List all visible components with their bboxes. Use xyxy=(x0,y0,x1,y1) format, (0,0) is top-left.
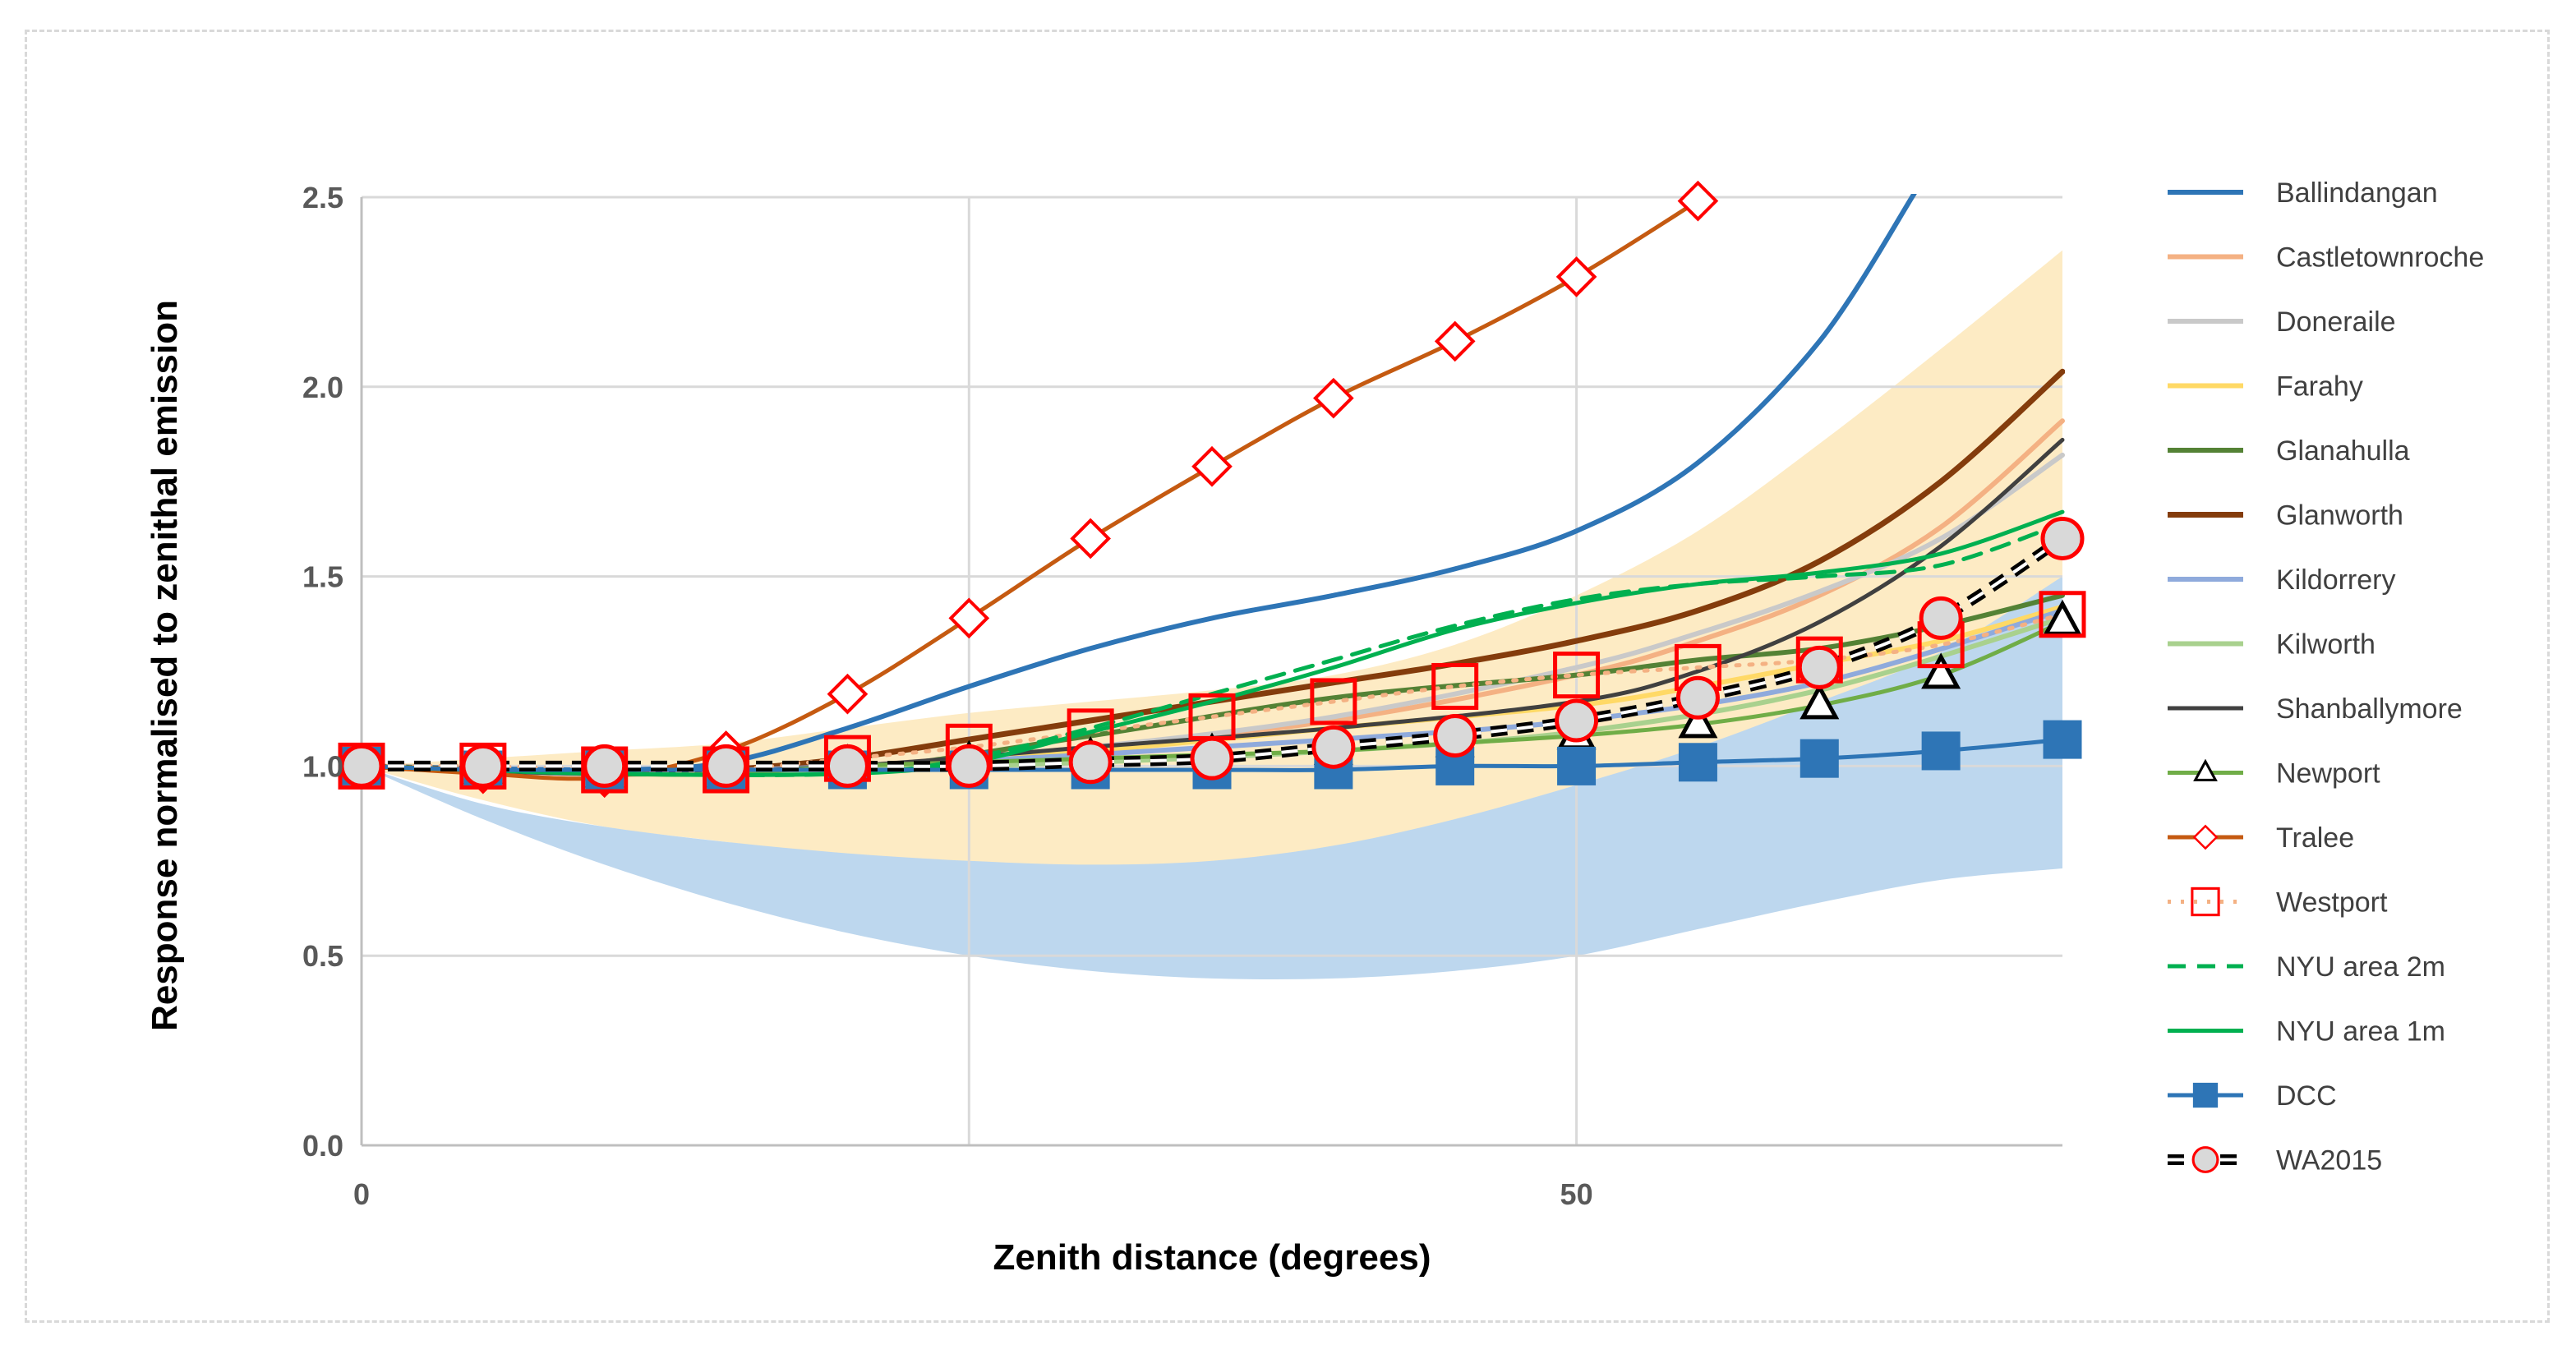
legend-item-shanballymore: Shanballymore xyxy=(2168,693,2463,725)
x-tick-label: 0 xyxy=(353,1177,370,1211)
marker-westport xyxy=(2039,591,2086,638)
marker-tralee xyxy=(1191,445,1233,487)
legend-item-dcc: DCC xyxy=(2168,1080,2337,1112)
legend-label: Glanworth xyxy=(2276,500,2403,532)
marker-wa2015 xyxy=(2040,516,2085,560)
blue-band xyxy=(362,576,2062,980)
series-line-nyu-area-1m xyxy=(360,509,2065,777)
y-tick-label: 0.0 xyxy=(302,1129,343,1163)
marker-tralee xyxy=(827,673,869,715)
y-tick-label: 0.5 xyxy=(302,939,343,973)
legend-item-kilworth: Kilworth xyxy=(2168,629,2376,661)
marker-wa2015 xyxy=(1797,645,1841,689)
legend-item-castletownroche: Castletownroche xyxy=(2168,242,2484,274)
legend-item-newport: Newport xyxy=(2168,758,2380,790)
marker-wa2015 xyxy=(1068,740,1113,785)
legend-label: NYU area 1m xyxy=(2276,1016,2445,1048)
legend-label: Glanahulla xyxy=(2276,435,2410,467)
legend-item-nyu-area-1m: NYU area 1m xyxy=(2168,1016,2445,1048)
legend-label: Farahy xyxy=(2276,371,2363,403)
marker-newport xyxy=(1921,652,1961,689)
legend-item-wa2015: WA2015 xyxy=(2168,1145,2382,1177)
marker-wa2015 xyxy=(947,744,991,788)
marker-dcc xyxy=(2043,720,2082,759)
marker-dcc xyxy=(1921,731,1961,771)
marker-tralee xyxy=(1313,377,1354,419)
legend-label: WA2015 xyxy=(2276,1145,2382,1177)
legend-item-glanahulla: Glanahulla xyxy=(2168,435,2410,467)
legend-label: Doneraile xyxy=(2276,306,2396,338)
legend-marker xyxy=(2192,824,2219,850)
legend-label: Castletownroche xyxy=(2276,242,2484,274)
marker-wa2015 xyxy=(704,744,749,788)
series-markers xyxy=(338,180,2086,799)
marker-wa2015 xyxy=(1433,713,1477,758)
y-tick-label: 2.0 xyxy=(302,371,343,404)
x-axis-title: Zenith distance (degrees) xyxy=(993,1237,1431,1278)
y-tick-label: 1.0 xyxy=(302,749,343,783)
marker-wa2015 xyxy=(583,744,627,788)
marker-westport xyxy=(1553,652,1601,699)
marker-tralee xyxy=(1434,320,1476,362)
marker-wa2015 xyxy=(1555,698,1599,743)
y-axis-title: Response normalised to zenithal emission xyxy=(145,300,185,1031)
legend-label: Tralee xyxy=(2276,822,2354,854)
legend: Ballindangan Castletownroche Doneraile Fara… xyxy=(2168,177,2484,1177)
marker-dcc xyxy=(1800,739,1839,778)
legend-label: NYU area 2m xyxy=(2276,951,2445,983)
legend-marker xyxy=(2191,887,2220,917)
legend-marker xyxy=(2191,1146,2219,1173)
legend-label: Newport xyxy=(2276,758,2380,790)
marker-newport xyxy=(1800,683,1840,720)
legend-item-tralee: Tralee xyxy=(2168,822,2354,854)
legend-item-glanworth: Glanworth xyxy=(2168,500,2403,532)
x-tick-label: 50 xyxy=(1560,1177,1593,1211)
marker-wa2015 xyxy=(825,744,869,788)
legend-label: Ballindangan xyxy=(2276,177,2438,209)
legend-item-farahy: Farahy xyxy=(2168,371,2363,403)
legend-label: Westport xyxy=(2276,887,2388,919)
marker-dcc xyxy=(1678,743,1717,782)
y-tick-label: 2.5 xyxy=(302,181,343,214)
axes xyxy=(360,197,2062,1147)
marker-tralee xyxy=(1555,256,1597,297)
legend-label: Kildorrery xyxy=(2276,564,2395,596)
legend-item-doneraile: Doneraile xyxy=(2168,306,2396,338)
legend-marker xyxy=(2193,758,2218,781)
y-tick-label: 1.5 xyxy=(302,560,343,594)
marker-tralee xyxy=(1677,180,1719,222)
marker-wa2015 xyxy=(461,744,505,788)
marker-wa2015 xyxy=(1311,725,1356,769)
marker-dcc xyxy=(1557,746,1597,785)
legend-item-ballindangan: Ballindangan xyxy=(2168,177,2438,209)
legend-label: DCC xyxy=(2276,1080,2337,1112)
legend-item-nyu-area-2m: NYU area 2m xyxy=(2168,951,2445,983)
marker-tralee xyxy=(1070,518,1111,560)
marker-wa2015 xyxy=(1675,675,1720,720)
marker-wa2015 xyxy=(1190,736,1234,781)
legend-label: Shanballymore xyxy=(2276,693,2463,725)
legend-label: Kilworth xyxy=(2276,629,2376,661)
marker-wa2015 xyxy=(1919,596,1963,640)
marker-westport xyxy=(1431,662,1479,710)
legend-item-kildorrery: Kildorrery xyxy=(2168,564,2395,596)
marker-westport xyxy=(1310,678,1357,725)
legend-marker xyxy=(2192,1082,2219,1108)
tick-labels: 0.0 0.5 1.0 1.5 2.0 2.5 0 50 xyxy=(302,181,1593,1211)
legend-item-westport: Westport xyxy=(2168,887,2388,919)
marker-wa2015 xyxy=(339,744,384,788)
marker-newport xyxy=(1678,702,1718,739)
marker-tralee xyxy=(948,597,990,639)
chart-frame xyxy=(25,30,2550,1323)
